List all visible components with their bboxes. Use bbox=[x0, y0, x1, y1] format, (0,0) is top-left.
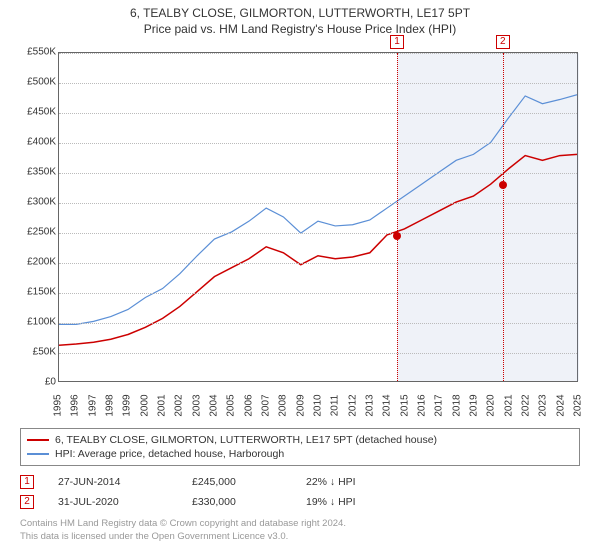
x-axis-label: 1996 bbox=[70, 394, 81, 416]
y-axis-label: £100K bbox=[27, 317, 56, 328]
event-row: 1 27-JUN-2014 £245,000 22% ↓ HPI bbox=[20, 472, 580, 492]
chart-title-block: 6, TEALBY CLOSE, GILMORTON, LUTTERWORTH,… bbox=[0, 0, 600, 38]
chart-lines-svg bbox=[59, 53, 577, 381]
x-axis-label: 2008 bbox=[278, 394, 289, 416]
event-marker: 1 bbox=[20, 475, 34, 489]
x-axis-label: 1999 bbox=[122, 394, 133, 416]
y-axis-label: £0 bbox=[45, 377, 56, 388]
x-axis-label: 1997 bbox=[87, 394, 98, 416]
gridline-horizontal bbox=[59, 83, 577, 84]
event-vertical-line bbox=[503, 53, 504, 381]
gridline-horizontal bbox=[59, 293, 577, 294]
footer-line: Contains HM Land Registry data © Crown c… bbox=[20, 518, 580, 531]
y-axis-label: £500K bbox=[27, 77, 56, 88]
x-axis-label: 2011 bbox=[330, 395, 341, 417]
legend-item: 6, TEALBY CLOSE, GILMORTON, LUTTERWORTH,… bbox=[27, 433, 573, 447]
event-marker-box: 1 bbox=[390, 35, 404, 49]
y-axis-label: £150K bbox=[27, 287, 56, 298]
event-pct: 19% ↓ HPI bbox=[306, 496, 376, 508]
y-axis-label: £550K bbox=[27, 47, 56, 58]
legend-label: HPI: Average price, detached house, Harb… bbox=[55, 448, 284, 460]
x-axis-label: 2005 bbox=[226, 394, 237, 416]
event-dot bbox=[393, 232, 401, 240]
event-marker: 2 bbox=[20, 495, 34, 509]
y-axis-label: £400K bbox=[27, 137, 56, 148]
x-axis-label: 2004 bbox=[209, 394, 220, 416]
event-price: £330,000 bbox=[192, 496, 282, 508]
gridline-horizontal bbox=[59, 173, 577, 174]
x-axis-label: 2021 bbox=[503, 394, 514, 416]
x-axis-label: 2016 bbox=[417, 394, 428, 416]
x-axis-label: 2019 bbox=[469, 394, 480, 416]
y-axis-label: £300K bbox=[27, 197, 56, 208]
x-axis-label: 2020 bbox=[486, 394, 497, 416]
x-axis-label: 2025 bbox=[573, 394, 584, 416]
y-axis-label: £450K bbox=[27, 107, 56, 118]
event-pct: 22% ↓ HPI bbox=[306, 476, 376, 488]
x-axis-label: 2009 bbox=[295, 394, 306, 416]
x-axis-label: 2017 bbox=[434, 394, 445, 416]
gridline-horizontal bbox=[59, 143, 577, 144]
y-axis-label: £50K bbox=[33, 347, 56, 358]
legend-swatch bbox=[27, 453, 49, 455]
legend-label: 6, TEALBY CLOSE, GILMORTON, LUTTERWORTH,… bbox=[55, 434, 437, 446]
footer-attribution: Contains HM Land Registry data © Crown c… bbox=[20, 518, 580, 544]
gridline-horizontal bbox=[59, 53, 577, 54]
x-axis-label: 2001 bbox=[157, 394, 168, 416]
event-vertical-line bbox=[397, 53, 398, 381]
x-axis-label: 2006 bbox=[243, 394, 254, 416]
x-axis-label: 2002 bbox=[174, 394, 185, 416]
x-axis-label: 2010 bbox=[313, 394, 324, 416]
y-axis-label: £200K bbox=[27, 257, 56, 268]
event-dot bbox=[499, 181, 507, 189]
x-axis-label: 2012 bbox=[347, 394, 358, 416]
footer-line: This data is licensed under the Open Gov… bbox=[20, 531, 580, 544]
x-axis-label: 2024 bbox=[555, 394, 566, 416]
x-axis-label: 2015 bbox=[399, 394, 410, 416]
event-date: 27-JUN-2014 bbox=[58, 476, 168, 488]
x-axis-label: 2022 bbox=[521, 394, 532, 416]
event-row: 2 31-JUL-2020 £330,000 19% ↓ HPI bbox=[20, 492, 580, 512]
x-axis-label: 2014 bbox=[382, 394, 393, 416]
legend-swatch bbox=[27, 439, 49, 441]
x-axis-label: 1998 bbox=[105, 394, 116, 416]
gridline-horizontal bbox=[59, 203, 577, 204]
x-axis-label: 2007 bbox=[261, 394, 272, 416]
y-axis-label: £250K bbox=[27, 227, 56, 238]
y-axis-label: £350K bbox=[27, 167, 56, 178]
gridline-horizontal bbox=[59, 353, 577, 354]
plot-area: 12 bbox=[58, 52, 578, 382]
series-line-hpi bbox=[59, 95, 577, 325]
x-axis-label: 2013 bbox=[365, 394, 376, 416]
event-marker-box: 2 bbox=[496, 35, 510, 49]
event-date: 31-JUL-2020 bbox=[58, 496, 168, 508]
gridline-horizontal bbox=[59, 323, 577, 324]
gridline-horizontal bbox=[59, 263, 577, 264]
chart-title: 6, TEALBY CLOSE, GILMORTON, LUTTERWORTH,… bbox=[0, 6, 600, 20]
gridline-horizontal bbox=[59, 233, 577, 234]
chart-subtitle: Price paid vs. HM Land Registry's House … bbox=[0, 22, 600, 36]
events-table: 1 27-JUN-2014 £245,000 22% ↓ HPI 2 31-JU… bbox=[20, 472, 580, 512]
x-axis-label: 2003 bbox=[191, 394, 202, 416]
x-axis-label: 1995 bbox=[53, 394, 64, 416]
legend-box: 6, TEALBY CLOSE, GILMORTON, LUTTERWORTH,… bbox=[20, 428, 580, 466]
chart-container: 12 £0 £50K £100K £150K £200K £250K £300K £350K £… bbox=[10, 42, 590, 422]
x-axis-label: 2018 bbox=[451, 394, 462, 416]
legend-item: HPI: Average price, detached house, Harb… bbox=[27, 447, 573, 461]
gridline-horizontal bbox=[59, 113, 577, 114]
x-axis-label: 2000 bbox=[139, 394, 150, 416]
x-axis-label: 2023 bbox=[538, 394, 549, 416]
event-price: £245,000 bbox=[192, 476, 282, 488]
